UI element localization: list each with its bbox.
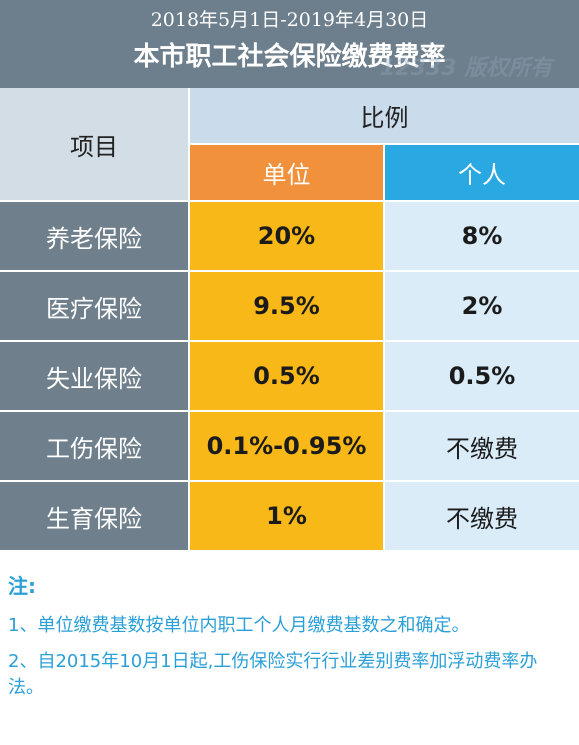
person-rate-pension: 8% bbox=[385, 200, 579, 270]
unit-rate-maternity: 1% bbox=[190, 480, 385, 550]
page-title: 本市职工社会保险缴费费率 bbox=[133, 42, 446, 72]
notes-heading: 注: bbox=[8, 574, 36, 598]
column-header-person: 个人 bbox=[385, 145, 579, 200]
rate-table: 项目 比例 单位 个人 养老保险 20% 8% 医疗保险 9.5% 2% 失业保… bbox=[0, 88, 579, 553]
row-label-unemployment: 失业保险 bbox=[0, 340, 190, 410]
column-header-item: 项目 bbox=[0, 88, 190, 200]
row-label-medical: 医疗保险 bbox=[0, 270, 190, 340]
unit-rate-unemployment: 0.5% bbox=[190, 340, 385, 410]
header-banner: 2018年5月1日-2019年4月30日 本市职工社会保险缴费费率 bbox=[0, 0, 579, 88]
notes-section: 注: 1、单位缴费基数按单位内职工个人月缴费基数之和确定。 2、自2015年10… bbox=[8, 570, 568, 711]
person-rate-unemployment: 0.5% bbox=[385, 340, 579, 410]
note-item-2: 2、自2015年10月1日起,工伤保险实行行业差别费率加浮动费率办法。 bbox=[8, 651, 538, 698]
person-rate-injury: 不缴费 bbox=[385, 410, 579, 480]
column-header-unit: 单位 bbox=[190, 145, 385, 200]
note-item-1: 1、单位缴费基数按单位内职工个人月缴费基数之和确定。 bbox=[8, 615, 470, 636]
person-rate-medical: 2% bbox=[385, 270, 579, 340]
row-label-injury: 工伤保险 bbox=[0, 410, 190, 480]
unit-rate-injury: 0.1%-0.95% bbox=[190, 410, 385, 480]
row-label-maternity: 生育保险 bbox=[0, 480, 190, 550]
row-label-pension: 养老保险 bbox=[0, 200, 190, 270]
column-header-ratio: 比例 bbox=[190, 88, 579, 145]
period-text: 2018年5月1日-2019年4月30日 bbox=[150, 9, 429, 31]
unit-rate-medical: 9.5% bbox=[190, 270, 385, 340]
person-rate-maternity: 不缴费 bbox=[385, 480, 579, 550]
unit-rate-pension: 20% bbox=[190, 200, 385, 270]
